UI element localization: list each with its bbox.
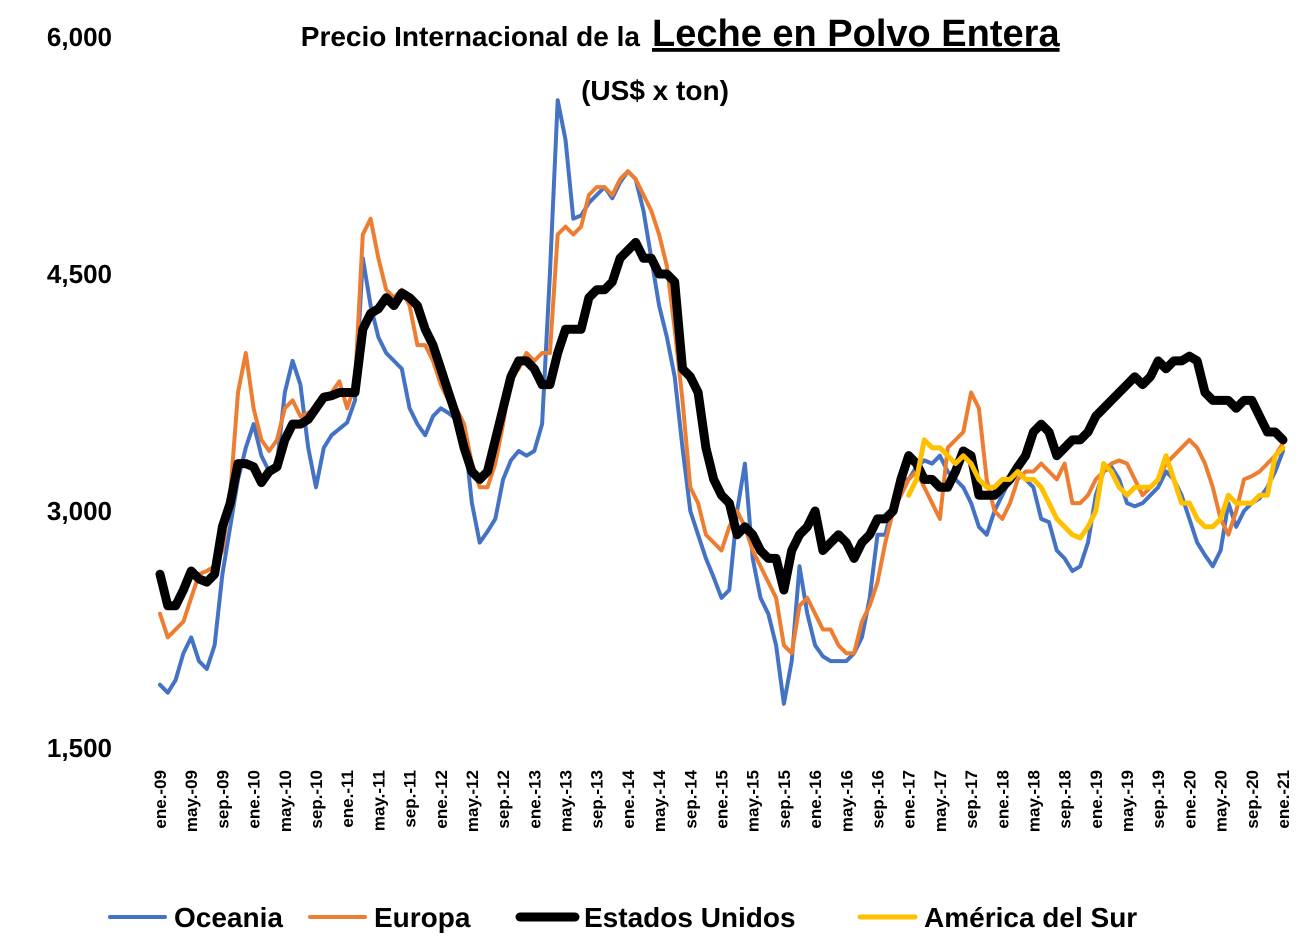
x-tick-label: may.-15 (744, 770, 763, 832)
x-tick-label: may.-19 (1118, 770, 1137, 832)
x-tick-label: may.-16 (837, 770, 856, 832)
x-tick-label: ene.-16 (806, 770, 825, 829)
series-line (158, 98, 1285, 706)
x-tick-label: sep.-11 (401, 770, 420, 828)
series-line (155, 237, 1288, 611)
x-tick-label: ene.-09 (151, 770, 170, 829)
x-tick-label: ene.-12 (432, 770, 451, 829)
legend-item: América del Sur (857, 902, 1137, 933)
x-tick-label: may.-13 (557, 770, 576, 832)
legend-item: Oceania (108, 902, 283, 933)
y-tick-label: 6,000 (47, 22, 112, 52)
x-tick-label: sep.-19 (1149, 770, 1168, 829)
x-tick-label: sep.-15 (775, 770, 794, 829)
x-tick-label: ene.-18 (993, 770, 1012, 829)
x-tick-label: ene.-19 (1087, 770, 1106, 829)
x-tick-label: ene.-11 (338, 770, 357, 828)
chart-title: Precio Internacional de la (301, 21, 641, 52)
x-tick-label: may.-09 (182, 770, 201, 832)
series-line (158, 169, 1285, 656)
x-tick-label: ene.-10 (245, 770, 264, 829)
legend-label: Europa (374, 902, 471, 933)
x-tick-label: ene.-14 (619, 769, 638, 828)
x-tick-label: sep.-13 (588, 770, 607, 829)
x-tick-label: sep.-20 (1243, 770, 1262, 829)
x-tick-label: sep.-16 (868, 770, 887, 829)
x-tick-label: ene.-21 (1274, 770, 1293, 829)
x-tick-label: sep.-17 (962, 770, 981, 829)
x-tick-label: may.-10 (276, 770, 295, 832)
x-tick-label: ene.-17 (900, 770, 919, 829)
y-tick-label: 4,500 (47, 259, 112, 289)
y-tick-label: 1,500 (47, 733, 112, 763)
legend-item: Europa (308, 902, 471, 933)
x-tick-label: sep.-09 (213, 770, 232, 829)
chart-subtitle: (US$ x ton) (581, 75, 729, 106)
x-tick-label: may.-18 (1024, 770, 1043, 832)
legend-label: América del Sur (924, 902, 1137, 933)
x-tick-label: may.-14 (650, 769, 669, 832)
x-tick-label: sep.-14 (681, 769, 700, 828)
series-line (906, 437, 1286, 541)
x-tick-label: may.-11 (369, 770, 388, 831)
x-tick-label: ene.-13 (525, 770, 544, 829)
x-tick-label: sep.-10 (307, 770, 326, 829)
legend-item: Estados Unidos (515, 902, 796, 933)
x-tick-label: may.-12 (463, 770, 482, 832)
x-tick-label: ene.-20 (1180, 770, 1199, 829)
x-tick-label: may.-20 (1212, 770, 1231, 832)
legend-label: Oceania (174, 902, 283, 933)
legend-label: Estados Unidos (584, 902, 796, 933)
x-tick-label: ene.-15 (713, 770, 732, 829)
x-tick-label: sep.-12 (494, 770, 513, 829)
x-tick-label: sep.-18 (1056, 770, 1075, 829)
x-tick-label: may.-17 (931, 770, 950, 832)
chart-title-highlight: Leche en Polvo Entera (652, 13, 1060, 55)
y-tick-label: 3,000 (47, 496, 112, 526)
